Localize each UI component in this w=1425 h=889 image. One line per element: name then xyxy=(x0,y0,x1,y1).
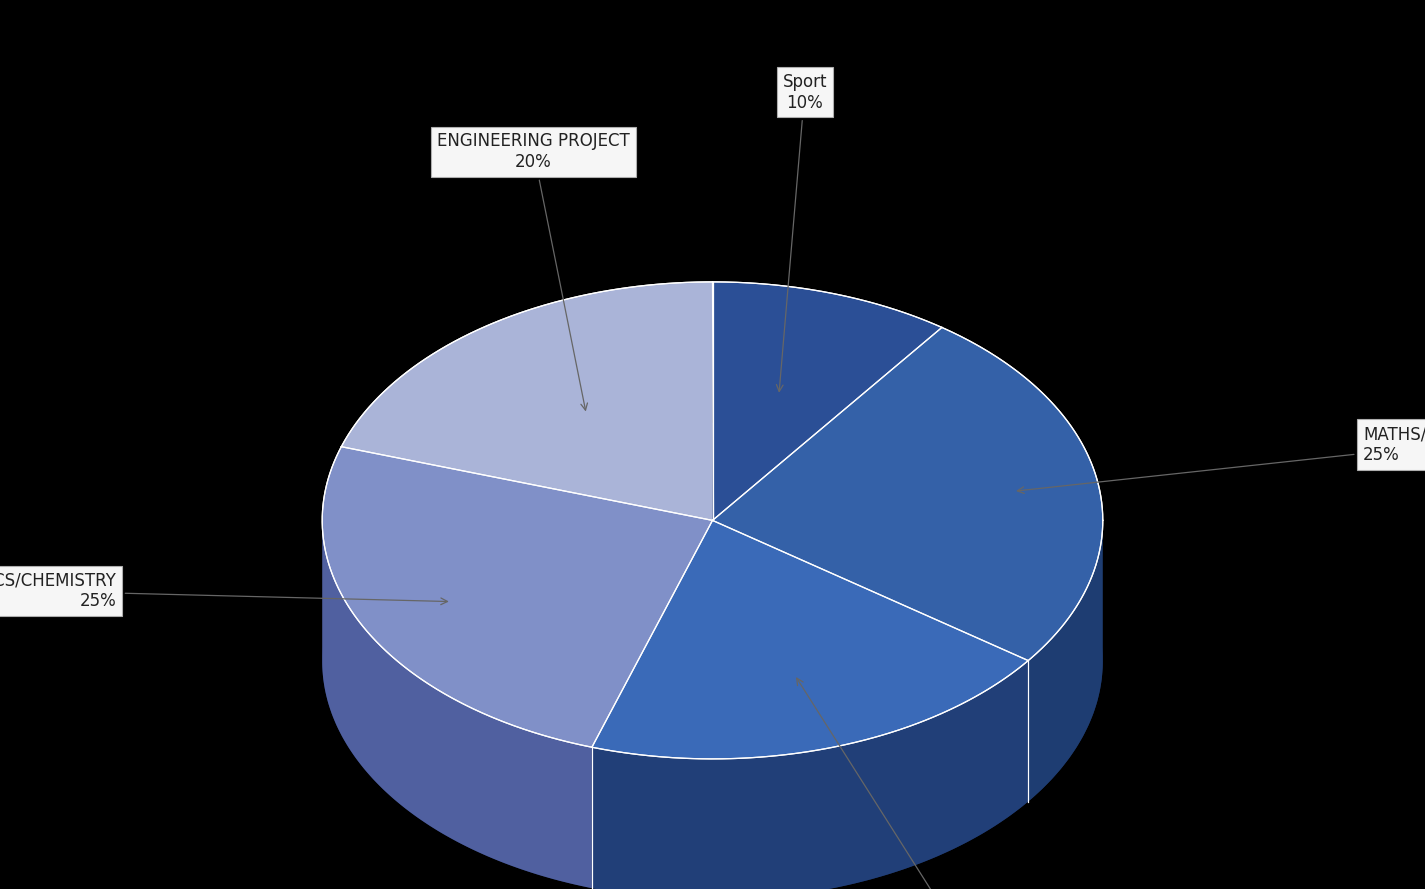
Polygon shape xyxy=(342,282,712,520)
Text: MATHS/COMPUTING
25%: MATHS/COMPUTING 25% xyxy=(1017,425,1425,493)
Ellipse shape xyxy=(322,423,1103,889)
Polygon shape xyxy=(591,661,1029,889)
Polygon shape xyxy=(591,520,1029,759)
Text: ENGLISH/FRENCH
20%: ENGLISH/FRENCH 20% xyxy=(797,678,1025,889)
Polygon shape xyxy=(712,327,1103,661)
Polygon shape xyxy=(712,282,942,520)
Polygon shape xyxy=(322,521,591,888)
Text: ENGINEERING PROJECT
20%: ENGINEERING PROJECT 20% xyxy=(437,132,630,410)
Text: PHYSICS/CHEMISTRY
25%: PHYSICS/CHEMISTRY 25% xyxy=(0,572,447,610)
Text: Sport
10%: Sport 10% xyxy=(777,73,826,391)
Polygon shape xyxy=(322,446,712,748)
Polygon shape xyxy=(1029,522,1103,802)
